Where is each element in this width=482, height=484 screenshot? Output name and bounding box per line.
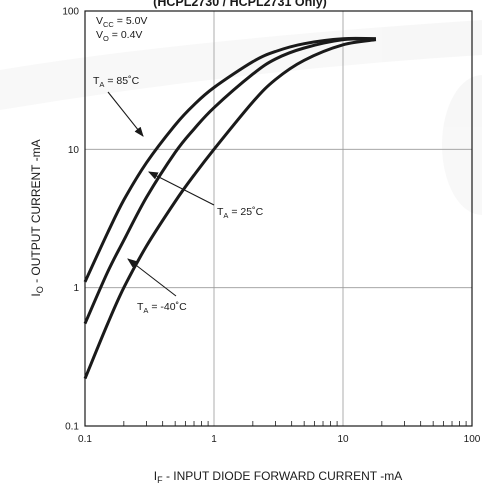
x-tick-label: 100 — [464, 434, 481, 445]
y-tick-label: 0.1 — [65, 422, 79, 433]
y-axis-title: IO - OUTPUT CURRENT -mA — [29, 139, 45, 296]
label-arrow — [148, 171, 215, 206]
series-label: TA = 85˚C — [93, 75, 140, 89]
label-arrow — [107, 91, 144, 137]
x-tick-label: 10 — [337, 434, 349, 445]
curves — [83, 36, 377, 380]
plot-frame — [84, 10, 473, 427]
condition-text: VCC = 5.0V — [96, 15, 147, 29]
x-tick-label: 0.1 — [78, 434, 92, 445]
y-tick-label: 1 — [73, 283, 79, 294]
grid — [85, 11, 472, 426]
series-line — [83, 36, 376, 283]
series-line — [83, 37, 376, 325]
curve-annotations: TA = 85˚C TA = 25˚C TA = -40˚C — [93, 75, 264, 315]
series-label: TA = 25˚C — [217, 206, 264, 220]
series-label: TA = -40˚C — [137, 301, 187, 315]
series-line — [83, 38, 377, 380]
tick-labels: 0.1 1 10 100 0.1 1 10 100 — [62, 7, 480, 446]
y-tick-label: 10 — [68, 145, 80, 156]
y-tick-label: 100 — [62, 7, 79, 18]
condition-text: VO = 0.4V — [96, 29, 142, 43]
chart-title: (HCPL2730 / HCPL2731 Only) — [153, 0, 327, 9]
x-tick-label: 1 — [211, 434, 217, 445]
x-axis-title: IF - INPUT DIODE FORWARD CURRENT -mA — [154, 469, 402, 484]
minor-ticks — [123, 421, 467, 426]
label-arrow — [127, 258, 177, 297]
